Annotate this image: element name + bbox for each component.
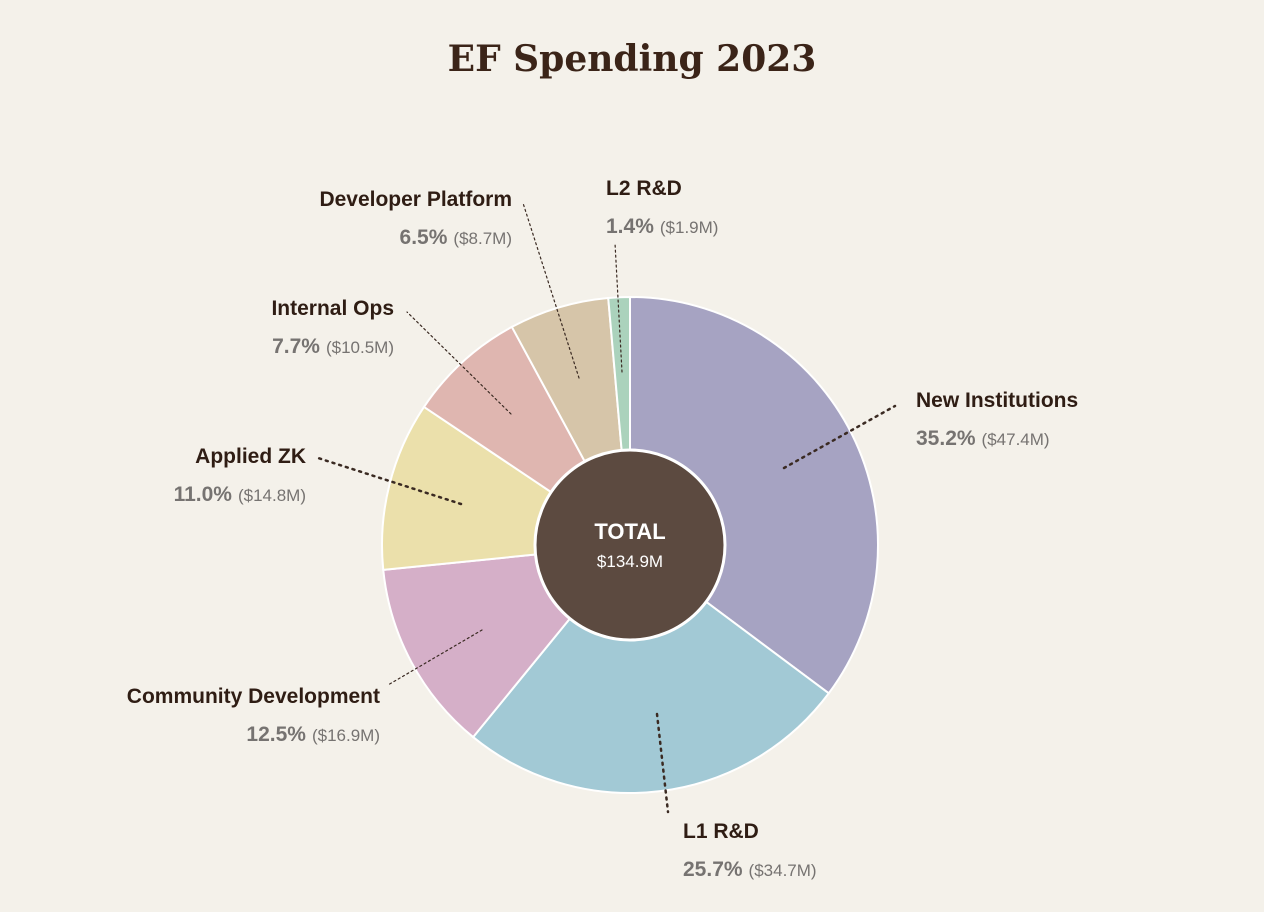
leader-line-developer-platform	[522, 202, 580, 379]
label-name-new-institutions: New Institutions	[916, 389, 1078, 412]
label-value-internal-ops: 7.7% ($10.5M)	[272, 335, 394, 358]
label-percent-l1-r-d: 25.7%	[683, 858, 743, 881]
label-value-l1-r-d: 25.7% ($34.7M)	[683, 858, 817, 881]
label-amount-internal-ops: ($10.5M)	[326, 338, 394, 357]
center-total-circle	[533, 448, 727, 642]
label-name-community-development: Community Development	[127, 685, 380, 708]
label-percent-l2-r-d: 1.4%	[606, 215, 654, 238]
leader-line-community-development	[387, 629, 483, 686]
label-percent-internal-ops: 7.7%	[272, 335, 320, 358]
label-percent-applied-zk: 11.0%	[174, 483, 233, 506]
leader-line-new-institutions	[782, 404, 897, 470]
center-total-value: $134.9M	[597, 552, 663, 571]
label-amount-developer-platform: ($8.7M)	[453, 229, 512, 248]
label-name-applied-zk: Applied ZK	[195, 445, 306, 468]
leader-line-applied-zk	[316, 456, 463, 506]
leader-line-internal-ops	[406, 311, 512, 415]
label-name-developer-platform: Developer Platform	[319, 188, 512, 211]
label-percent-new-institutions: 35.2%	[916, 427, 976, 450]
label-value-l2-r-d: 1.4% ($1.9M)	[606, 215, 718, 238]
slice-new-institutions[interactable]	[629, 295, 879, 695]
center-total-label: TOTAL	[594, 519, 665, 544]
chart-title: EF Spending 2023	[447, 38, 817, 80]
label-name-internal-ops: Internal Ops	[271, 297, 394, 320]
label-amount-new-institutions: ($47.4M)	[982, 430, 1050, 449]
slice-l1-r-d[interactable]	[471, 543, 831, 794]
label-amount-applied-zk: ($14.8M)	[238, 486, 306, 505]
label-value-new-institutions: 35.2% ($47.4M)	[916, 427, 1050, 450]
leader-line-l1-r-d	[655, 712, 670, 814]
label-percent-developer-platform: 6.5%	[400, 226, 448, 249]
label-amount-l2-r-d: ($1.9M)	[660, 218, 719, 237]
label-value-developer-platform: 6.5% ($8.7M)	[400, 226, 512, 249]
label-percent-community-development: 12.5%	[246, 723, 306, 746]
label-value-applied-zk: 11.0% ($14.8M)	[174, 483, 306, 506]
label-value-community-development: 12.5% ($16.9M)	[246, 723, 380, 746]
label-amount-l1-r-d: ($34.7M)	[749, 861, 817, 880]
label-amount-community-development: ($16.9M)	[312, 726, 380, 745]
label-name-l2-r-d: L2 R&D	[606, 177, 682, 200]
label-name-l1-r-d: L1 R&D	[683, 820, 759, 843]
leader-line-l2-r-d	[614, 242, 623, 373]
